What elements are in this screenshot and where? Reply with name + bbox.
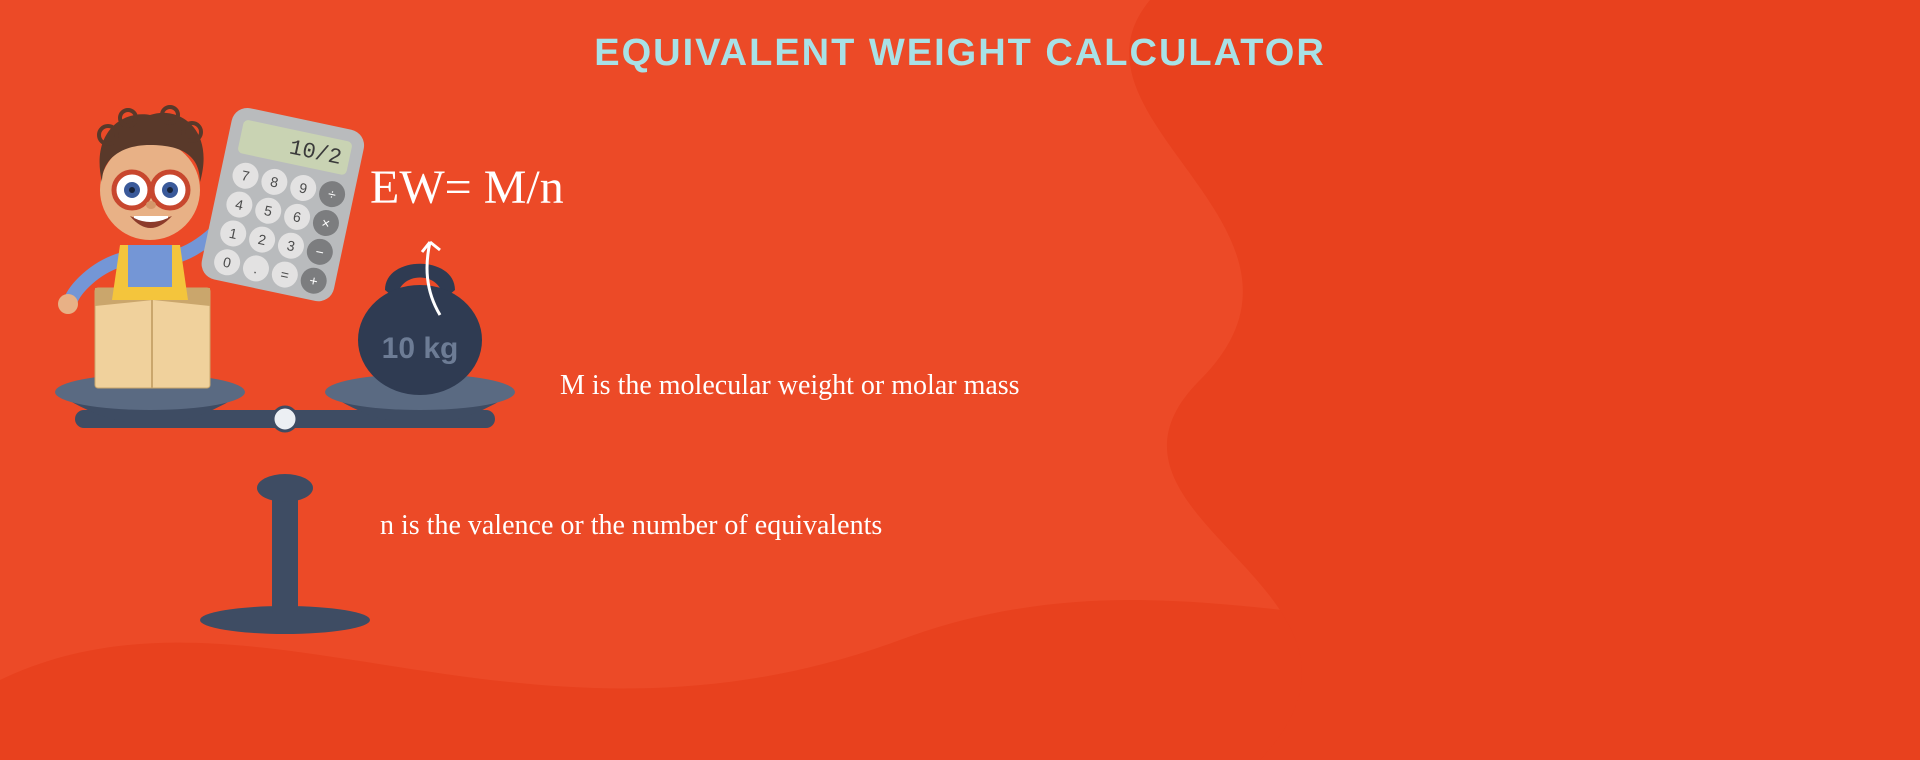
cardboard-box-icon xyxy=(95,288,210,388)
description-molecular-weight: M is the molecular weight or molar mass xyxy=(560,370,1020,402)
description-valence: n is the valence or the number of equiva… xyxy=(380,510,882,542)
page-title: EQUIVALENT WEIGHT CALCULATOR xyxy=(0,32,1920,75)
formula-arrow-icon xyxy=(410,230,460,320)
calculator-icon: 10/2 789÷456×123−0.=+ xyxy=(199,105,367,304)
balance-scale-icon xyxy=(55,374,515,634)
formula-text: EW= M/n xyxy=(370,160,564,215)
kettlebell-label: 10 kg xyxy=(382,332,459,365)
